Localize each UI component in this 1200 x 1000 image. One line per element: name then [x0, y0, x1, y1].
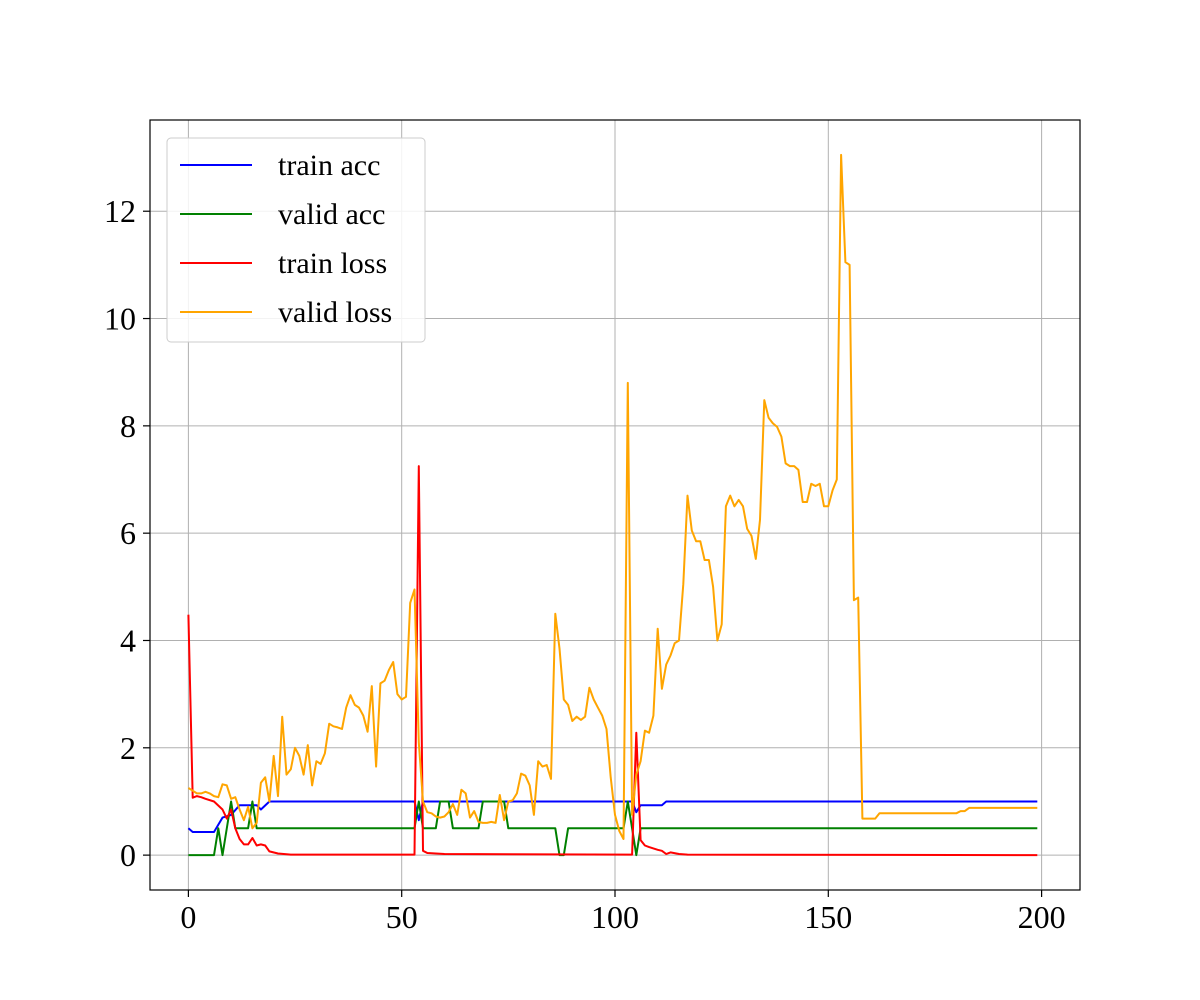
y-tick-label: 8 [120, 408, 136, 444]
legend-box [166, 137, 426, 343]
x-tick-label: 0 [180, 899, 196, 935]
x-tick-label: 200 [1018, 899, 1066, 935]
x-tick-label: 100 [591, 899, 639, 935]
grid [150, 120, 1080, 890]
y-tick-label: 12 [104, 193, 136, 229]
legend-label-valid-loss: valid loss [278, 296, 392, 329]
y-tick-label: 4 [120, 622, 136, 658]
series-group [187, 153, 1038, 857]
y-axis-ticks: 0 2 4 6 8 10 12 [104, 193, 150, 873]
y-tick-label: 2 [120, 730, 136, 766]
y-tick-label: 6 [120, 515, 136, 551]
x-tick-label: 50 [386, 899, 418, 935]
series-line-valid-loss [187, 153, 1038, 840]
legend-label-valid-acc: valid acc [278, 198, 385, 231]
legend-label-train-loss: train loss [278, 247, 387, 280]
legend: train acc valid acc train loss valid loss [166, 137, 426, 343]
y-tick-label: 0 [120, 837, 136, 873]
x-axis-ticks: 0 50 100 150 200 [180, 890, 1066, 935]
legend-label-train-acc: train acc [278, 149, 380, 182]
series-line-train-acc [187, 800, 1038, 833]
y-tick-label: 10 [104, 301, 136, 337]
x-tick-label: 150 [804, 899, 852, 935]
series-line-train-loss [187, 465, 1038, 857]
